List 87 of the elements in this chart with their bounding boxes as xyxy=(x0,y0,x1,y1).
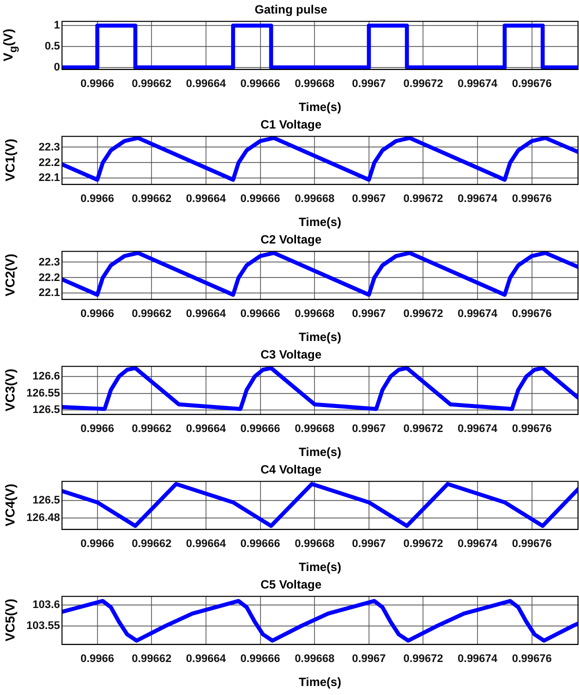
x-tick-label: 0.99668 xyxy=(294,538,334,550)
x-tick-label: 0.99664 xyxy=(186,78,227,90)
x-tick-label: 0.99672 xyxy=(403,308,444,320)
y-tick-label: 126.6 xyxy=(32,370,60,382)
x-tick-label: 0.99666 xyxy=(240,308,280,320)
y-axis-title: VC4(V) xyxy=(2,484,18,527)
y-tick-label: 22.2 xyxy=(38,156,60,169)
y-tick-label: 103.55 xyxy=(26,620,60,632)
y-tick-label: 126.5 xyxy=(32,404,60,416)
x-axis-title: Time(s) xyxy=(298,560,342,574)
x-tick-label: 0.99664 xyxy=(186,538,227,550)
x-tick-label: 0.99672 xyxy=(403,653,444,666)
x-tick-label: 0.99674 xyxy=(458,308,498,320)
x-axis-title: Time(s) xyxy=(298,215,342,230)
x-tick-label: 0.99672 xyxy=(403,78,444,90)
y-tick-label: 0.5 xyxy=(44,40,60,52)
chart-title: C1 Voltage xyxy=(260,118,322,132)
y-tick-label: 126.5 xyxy=(32,494,60,507)
x-tick-label: 0.99664 xyxy=(186,653,227,666)
chart-title: C5 Voltage xyxy=(260,578,322,592)
chart-title: C3 Voltage xyxy=(260,348,322,362)
y-tick-label: 126.48 xyxy=(26,512,60,524)
x-tick-label: 0.99676 xyxy=(512,423,552,436)
y-tick-label: 22.3 xyxy=(38,141,60,154)
y-tick-label: 0 xyxy=(54,61,60,74)
x-tick-label: 0.99666 xyxy=(240,193,280,206)
x-tick-label: 0.99668 xyxy=(294,78,334,90)
x-tick-label: 0.9966 xyxy=(80,193,114,206)
y-axis-title: VC2(V) xyxy=(2,254,18,297)
x-tick-label: 0.99664 xyxy=(186,193,227,206)
x-tick-label: 0.9966 xyxy=(80,78,114,90)
y-tick-label: 22.3 xyxy=(38,256,60,268)
y-axis-title: VC5(V) xyxy=(2,599,18,642)
x-tick-label: 0.99662 xyxy=(132,78,172,90)
x-tick-label: 0.99666 xyxy=(240,538,280,550)
x-tick-label: 0.99662 xyxy=(132,538,172,550)
x-tick-label: 0.99676 xyxy=(512,653,552,666)
y-tick-label: 126.55 xyxy=(26,387,60,400)
x-tick-label: 0.99676 xyxy=(512,78,552,90)
x-tick-label: 0.99662 xyxy=(132,653,172,666)
x-tick-label: 0.99674 xyxy=(458,653,498,666)
y-tick-label: 103.6 xyxy=(32,599,60,612)
x-axis-title: Time(s) xyxy=(298,100,342,114)
y-tick-label: 22.2 xyxy=(38,272,60,284)
x-axis-title: Time(s) xyxy=(298,675,342,690)
x-tick-label: 0.9967 xyxy=(352,308,386,320)
x-tick-label: 0.9967 xyxy=(352,78,386,90)
x-tick-label: 0.99676 xyxy=(512,193,552,206)
x-tick-label: 0.99666 xyxy=(240,653,280,666)
x-tick-label: 0.99668 xyxy=(294,653,334,666)
x-tick-label: 0.99672 xyxy=(403,538,444,550)
x-tick-label: 0.99674 xyxy=(458,78,498,90)
x-tick-label: 0.99676 xyxy=(512,308,552,320)
x-tick-label: 0.99674 xyxy=(458,423,498,436)
x-tick-label: 0.99666 xyxy=(240,423,280,436)
x-tick-label: 0.99674 xyxy=(458,538,498,550)
x-tick-label: 0.9966 xyxy=(80,308,114,320)
y-axis-title: VC3(V) xyxy=(2,369,18,412)
x-tick-label: 0.99672 xyxy=(403,193,444,206)
y-tick-label: 22.1 xyxy=(38,172,60,184)
x-tick-label: 0.99668 xyxy=(294,423,334,436)
x-tick-label: 0.9967 xyxy=(352,423,386,436)
x-tick-label: 0.9966 xyxy=(80,653,114,666)
x-tick-label: 0.99664 xyxy=(186,423,227,436)
x-tick-label: 0.99674 xyxy=(458,193,498,206)
x-tick-label: 0.9967 xyxy=(352,538,386,550)
x-tick-label: 0.99662 xyxy=(132,193,172,206)
x-tick-label: 0.99672 xyxy=(403,423,444,436)
x-tick-label: 0.9967 xyxy=(352,653,386,666)
x-tick-label: 0.9967 xyxy=(352,193,386,206)
x-tick-label: 0.99662 xyxy=(132,308,172,320)
y-axis-title: VC1(V) xyxy=(2,139,18,182)
x-tick-label: 0.99666 xyxy=(240,78,280,90)
x-axis-title: Time(s) xyxy=(298,445,342,460)
chart-title: C4 Voltage xyxy=(260,462,322,477)
y-tick-label: 22.1 xyxy=(38,287,60,300)
x-tick-label: 0.99668 xyxy=(294,308,334,320)
x-tick-label: 0.99668 xyxy=(294,193,334,206)
chart-title: Gating pulse xyxy=(254,2,328,17)
x-tick-label: 0.9966 xyxy=(80,423,114,436)
chart-title: C2 Voltage xyxy=(260,232,322,247)
x-tick-label: 0.99662 xyxy=(132,423,172,436)
x-tick-label: 0.9966 xyxy=(80,538,114,550)
x-axis-title: Time(s) xyxy=(298,330,342,344)
x-tick-label: 0.99676 xyxy=(512,538,552,550)
y-tick-label: 1 xyxy=(54,20,60,32)
x-tick-label: 0.99664 xyxy=(186,308,227,320)
